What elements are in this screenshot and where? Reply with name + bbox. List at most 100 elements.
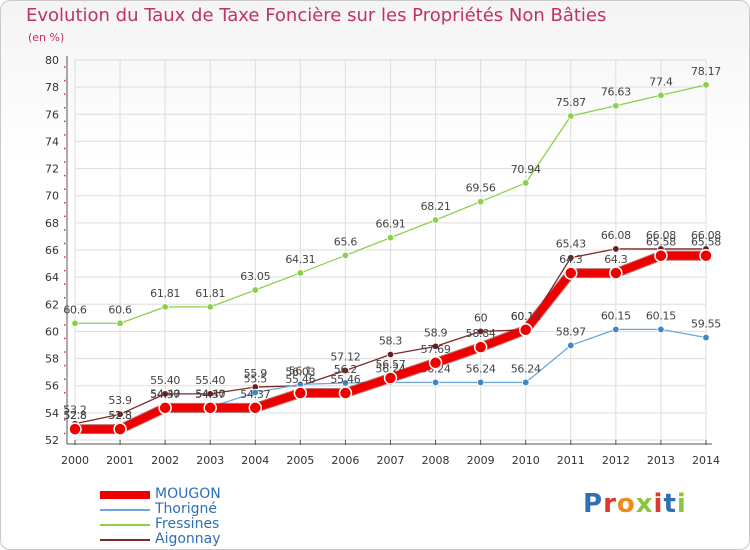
y-tick-label-54: 54 [45,407,59,420]
y-tick-label-74: 74 [45,135,59,148]
data-point-fressines-2002 [161,303,169,311]
data-label-aigonnay-2012: 66.08 [601,229,631,242]
y-minor-tick [64,107,66,109]
data-label-aigonnay-2000: 53.2 [63,404,86,417]
y-minor-tick [64,229,66,231]
data-point-thorigne-2013 [657,325,665,334]
data-label-aigonnay-2014: 66.08 [691,229,721,242]
data-point-thorigne-2010 [522,378,530,387]
logo-letter: t [663,489,677,519]
data-point-thorigne-2014 [702,333,710,342]
logo-letter: x [635,489,654,519]
data-label-thorigne-2000: 52.8 [63,409,87,422]
y-tick-label-66: 66 [45,244,59,257]
x-tick-label-2009: 2009 [467,454,495,467]
y-minor-tick [64,161,66,163]
proxiti-logo: Proxiti [583,489,687,519]
data-label-aigonnay-2011: 65.43 [556,238,586,251]
data-label-aigonnay-2006: 57.12 [330,351,360,364]
data-label-mougon-2008: 57.69 [421,343,451,356]
data-point-mougon-2011 [564,266,578,280]
data-point-fressines-2010 [522,179,530,187]
data-point-mougon-2004 [248,401,263,415]
data-point-fressines-2006 [341,251,350,260]
x-tick-label-2005: 2005 [286,454,314,467]
legend-label-thorigne: Thorigné [155,501,218,517]
data-point-fressines-2003 [206,303,214,311]
data-label-aigonnay-2002: 55.40 [150,374,180,387]
y-minor-tick [64,405,66,408]
y-minor-tick [64,188,66,190]
y-minor-tick [64,256,66,258]
y-minor-tick [64,93,66,95]
data-label-aigonnay-2001: 53.9 [108,394,132,407]
data-point-mougon-2002 [158,401,172,415]
y-minor-tick [64,432,66,435]
data-label-fressines-2010: 70.94 [511,163,541,176]
y-minor-tick [64,174,66,177]
y-minor-tick [64,337,66,340]
data-label-mougon-2005: 55.46 [285,373,315,386]
data-label-mougon-2011: 64.3 [559,253,583,266]
chart-title: Evolution du Taux de Taxe Foncière sur l… [26,5,607,26]
data-point-aigonnay-2011 [567,254,575,262]
y-minor-tick [64,310,66,313]
data-label-thorigne-2001: 52.8 [108,409,132,422]
data-label-fressines-2013: 77.4 [649,75,673,88]
y-minor-tick [64,324,66,326]
data-point-mougon-2000 [68,422,82,436]
data-label-mougon-2009: 58.84 [466,327,496,340]
data-label-fressines-2004: 63.05 [240,270,270,283]
x-tick-label-2013: 2013 [647,454,675,467]
data-point-mougon-2012 [609,266,623,280]
data-label-thorigne-2006: 56.2 [334,363,357,376]
data-label-fressines-2014: 78.17 [691,65,721,78]
y-tick-label-62: 62 [45,298,59,311]
data-point-aigonnay-2008 [431,342,440,351]
legend-swatch-mougon [100,491,150,499]
data-label-mougon-2014: 65.58 [691,236,721,249]
legend-label-aigonnay: Aigonnay [155,531,221,547]
logo-letter: r [603,489,617,519]
x-tick-label-2014: 2014 [692,454,720,467]
data-point-mougon-2013 [654,248,668,263]
data-point-fressines-2007 [386,233,395,242]
data-label-fressines-2003: 61.81 [195,287,225,300]
data-point-fressines-2001 [116,319,124,327]
y-minor-tick [64,202,66,204]
data-point-thorigne-2012 [612,325,620,334]
data-label-thorigne-2010: 56.24 [511,362,541,375]
data-point-aigonnay-2006 [341,366,350,375]
data-label-mougon-2001: 52.8 [108,409,132,422]
x-tick-label-2006: 2006 [331,454,359,467]
y-minor-tick [64,147,66,150]
y-minor-tick [64,134,66,136]
data-label-thorigne-2014: 59.55 [691,318,721,331]
data-point-fressines-2005 [296,269,305,277]
y-tick-label-78: 78 [45,81,59,94]
data-label-thorigne-2013: 60.15 [646,309,676,322]
data-label-thorigne-2005: 56.1 [289,364,312,377]
y-minor-tick [64,378,66,380]
legend-swatch-aigonnay [100,539,150,541]
y-minor-tick [64,364,66,367]
legend-label-fressines: Fressines [155,516,220,532]
data-label-fressines-2007: 66.91 [376,218,406,231]
logo-letter: P [583,489,604,519]
legend-label-mougon: MOUGON [155,486,221,502]
data-point-mougon-2007 [383,371,398,385]
data-point-thorigne-2004 [251,388,259,397]
data-point-aigonnay-2007 [386,350,395,359]
legend-swatch-fressines [100,524,150,526]
data-label-mougon-2013: 65.58 [646,236,676,249]
chart-subtitle: (en %) [28,31,65,44]
y-tick-label-56: 56 [45,380,59,393]
y-tick-label-52: 52 [45,434,59,447]
y-minor-tick [64,392,66,394]
data-point-fressines-2009 [476,197,485,206]
y-tick-label-70: 70 [45,190,59,203]
y-tick-label-68: 68 [45,217,59,230]
data-point-mougon-2005 [293,386,308,400]
data-point-aigonnay-2009 [476,327,485,336]
